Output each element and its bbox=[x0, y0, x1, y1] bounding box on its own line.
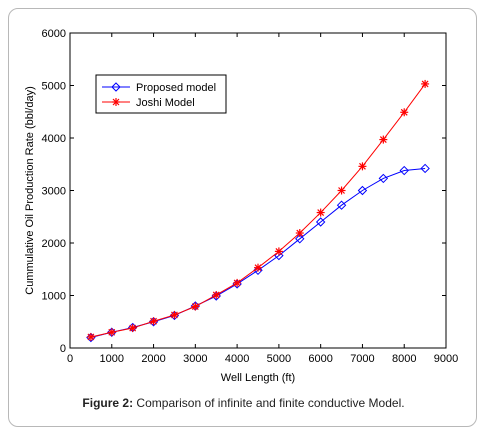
data-point bbox=[112, 98, 120, 106]
legend: Proposed model Joshi Model bbox=[95, 74, 227, 114]
data-point bbox=[421, 79, 430, 88]
data-point bbox=[400, 108, 409, 117]
data-point bbox=[212, 290, 221, 299]
star-stroke bbox=[400, 108, 408, 116]
star-stroke bbox=[359, 162, 366, 170]
data-point bbox=[358, 162, 367, 171]
y-axis-label: Cummulative Oil Production Rate (bbl/day… bbox=[24, 86, 36, 294]
data-point bbox=[233, 278, 242, 287]
star-stroke bbox=[129, 324, 137, 332]
x-tick-label: 8000 bbox=[392, 353, 416, 365]
legend-label: Proposed model bbox=[136, 82, 216, 94]
x-tick-label: 7000 bbox=[350, 353, 374, 365]
y-tick-label: 6000 bbox=[42, 28, 66, 40]
figure-caption: Figure 2: Comparison of infinite and fin… bbox=[0, 396, 487, 410]
data-point bbox=[253, 265, 263, 276]
data-point bbox=[379, 135, 388, 144]
data-point bbox=[295, 234, 305, 244]
data-point bbox=[274, 247, 283, 256]
data-point bbox=[336, 200, 347, 210]
star-stroke bbox=[191, 303, 199, 310]
data-point bbox=[399, 165, 409, 176]
x-axis-label: Well Length (ft) bbox=[221, 372, 295, 384]
star-stroke bbox=[254, 264, 262, 272]
star-stroke bbox=[317, 209, 325, 216]
star-stroke bbox=[379, 136, 387, 143]
star-stroke bbox=[275, 247, 283, 255]
y-tick-label: 2000 bbox=[42, 238, 66, 250]
star-stroke bbox=[338, 187, 345, 194]
data-point bbox=[191, 302, 200, 311]
star-stroke bbox=[112, 98, 120, 106]
y-tick-label: 4000 bbox=[42, 133, 66, 145]
data-point bbox=[420, 163, 430, 174]
star-stroke bbox=[421, 80, 429, 88]
y-tick-label: 3000 bbox=[42, 186, 66, 198]
data-point bbox=[149, 317, 158, 326]
x-tick-label: 4000 bbox=[225, 353, 249, 365]
star-stroke bbox=[296, 229, 304, 237]
legend-box bbox=[95, 74, 227, 114]
data-point bbox=[337, 186, 346, 195]
legend-label: Joshi Model bbox=[136, 97, 195, 109]
data-point bbox=[378, 173, 389, 184]
x-tick-label: 0 bbox=[67, 353, 73, 365]
x-tick-label: 1000 bbox=[100, 353, 124, 365]
legend-marker bbox=[111, 82, 121, 92]
data-point bbox=[111, 82, 121, 92]
data-point bbox=[357, 185, 368, 196]
series-joshi-model bbox=[86, 79, 430, 341]
x-tick-label: 5000 bbox=[267, 353, 291, 365]
data-point bbox=[107, 328, 116, 337]
star-stroke bbox=[212, 291, 220, 299]
star-stroke bbox=[233, 279, 241, 287]
y-tick-label: 5000 bbox=[42, 81, 66, 93]
caption-label: Figure 2: bbox=[82, 396, 134, 410]
x-tick-label: 3000 bbox=[183, 353, 207, 365]
data-point bbox=[254, 263, 262, 272]
y-tick-label: 0 bbox=[60, 343, 66, 355]
star-stroke bbox=[171, 311, 178, 319]
star-stroke bbox=[150, 317, 157, 325]
data-point bbox=[170, 310, 179, 319]
x-tick-label: 6000 bbox=[308, 353, 332, 365]
y-tick-label: 1000 bbox=[42, 291, 66, 303]
data-point bbox=[295, 229, 304, 238]
data-point bbox=[86, 332, 95, 341]
data-point bbox=[316, 208, 325, 217]
x-tick-label: 2000 bbox=[141, 353, 165, 365]
star-stroke bbox=[108, 328, 116, 336]
data-point bbox=[315, 217, 326, 227]
x-tick-label: 9000 bbox=[434, 353, 458, 365]
star-stroke bbox=[87, 333, 95, 341]
caption-text: Comparison of infinite and finite conduc… bbox=[133, 396, 405, 410]
legend-marker bbox=[112, 98, 120, 106]
data-point bbox=[128, 324, 137, 333]
